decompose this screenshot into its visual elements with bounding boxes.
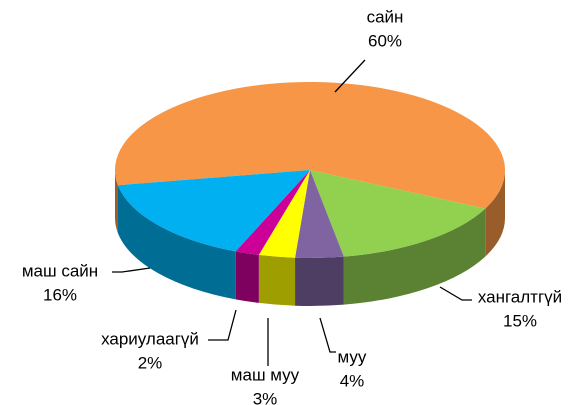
pie-slice: [117, 170, 310, 252]
pie-slice: [295, 170, 344, 258]
pie-side: [343, 208, 486, 305]
pie-slice: [235, 170, 310, 255]
pie-side: [235, 251, 259, 303]
pie-side: [258, 254, 296, 306]
leader-line: [208, 309, 237, 341]
value-label: 60%: [368, 31, 402, 50]
category-label: хангалтгүй: [478, 287, 562, 306]
pie-tops: [115, 82, 506, 258]
leader-line: [319, 317, 336, 353]
leader-line: [334, 59, 366, 93]
pie-side: [485, 170, 505, 257]
labels: сайн 60% хангалтгүй 15% муу 4% маш муу 3% хариул…: [22, 7, 562, 405]
category-label: муу: [338, 347, 367, 366]
value-label: 15%: [503, 311, 537, 330]
value-label: 16%: [43, 285, 77, 304]
value-label: 3%: [253, 389, 278, 405]
category-label: маш сайн: [22, 261, 98, 280]
pie-slice: [115, 82, 506, 209]
category-label: сайн: [367, 7, 404, 26]
leader-line: [112, 267, 151, 273]
pie-side: [117, 185, 236, 300]
value-label: 4%: [340, 371, 365, 390]
category-label: хариулаагүй: [101, 329, 199, 348]
pie-slice: [310, 170, 486, 257]
category-label: маш муу: [231, 365, 300, 384]
leader-line: [439, 286, 472, 301]
pie-slice: [258, 170, 310, 258]
pie-side: [295, 256, 344, 306]
pie-side: [115, 170, 118, 234]
pie-sides: [115, 170, 505, 306]
value-label: 2%: [138, 353, 163, 372]
